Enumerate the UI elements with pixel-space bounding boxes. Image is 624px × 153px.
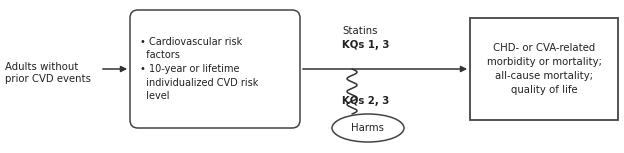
FancyBboxPatch shape — [130, 10, 300, 128]
Text: CHD- or CVA-related
morbidity or mortality;
all-cause mortality;
quality of life: CHD- or CVA-related morbidity or mortali… — [487, 43, 602, 95]
Bar — [470, 18, 618, 120]
Text: KQs 1, 3: KQs 1, 3 — [342, 40, 389, 50]
Ellipse shape — [332, 114, 404, 142]
Text: KQs 2, 3: KQs 2, 3 — [342, 96, 389, 106]
Text: • Cardiovascular risk
  factors
• 10-year or lifetime
  individualized CVD risk
: • Cardiovascular risk factors • 10-year … — [140, 37, 258, 101]
Text: Adults without
prior CVD events: Adults without prior CVD events — [5, 62, 91, 84]
Text: Harms: Harms — [351, 123, 384, 133]
Text: Statins: Statins — [342, 26, 378, 36]
